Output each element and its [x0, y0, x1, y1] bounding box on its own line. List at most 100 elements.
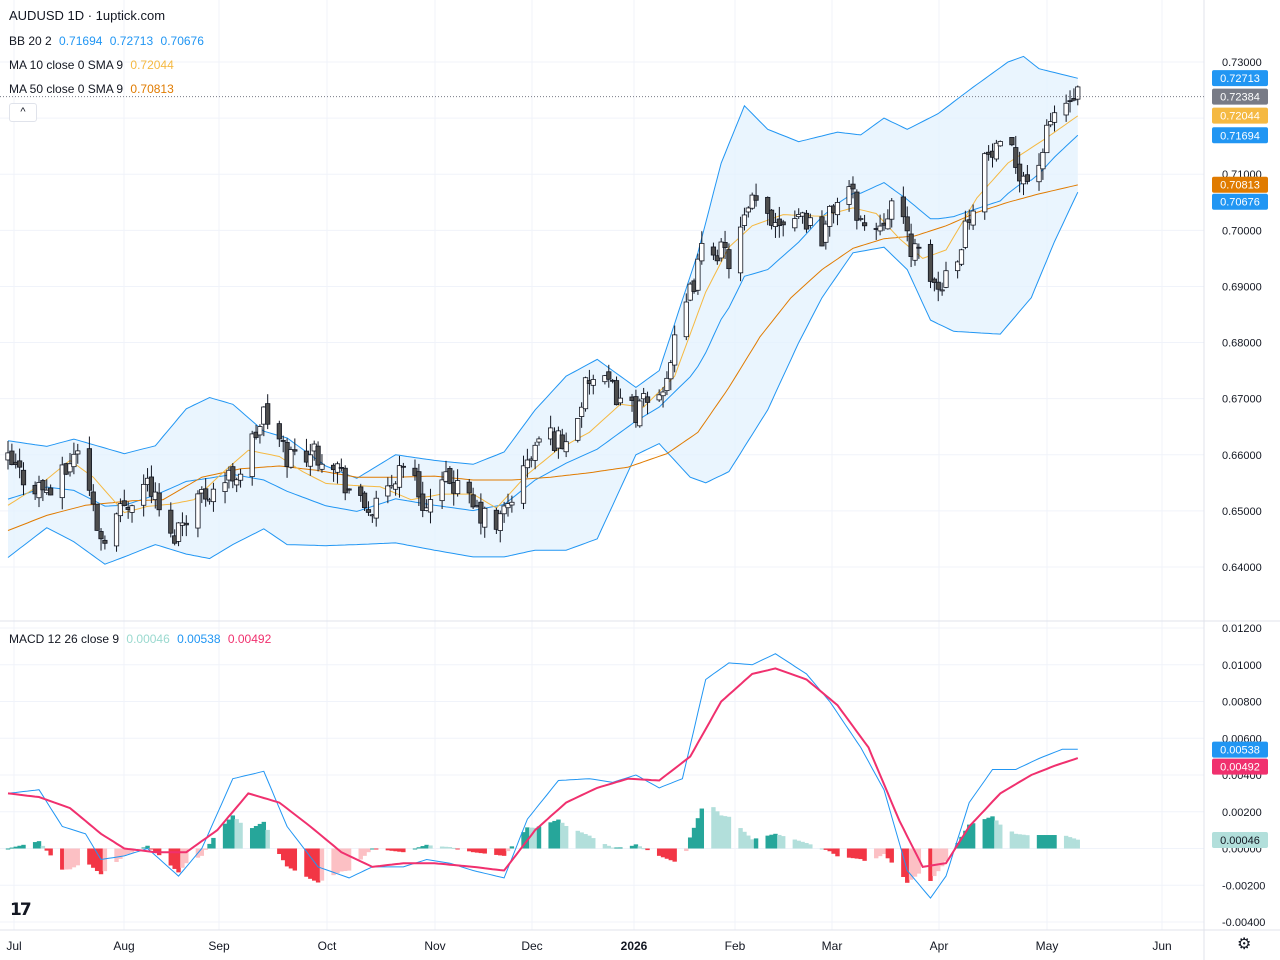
legend-bb-upper: 0.72713: [109, 34, 154, 48]
candle: [94, 503, 100, 531]
candle: [579, 402, 585, 428]
candle: [257, 424, 263, 444]
candle: [358, 483, 364, 502]
macd-tick-label: -0.00400: [1222, 917, 1265, 929]
legend-ma50[interactable]: MA 50 close 0 SMA 9 0.70813: [9, 82, 178, 96]
histogram-bar: [401, 848, 406, 853]
candle: [660, 387, 666, 408]
candle: [970, 204, 976, 230]
candle: [1013, 135, 1019, 174]
histogram-bar: [1036, 835, 1042, 849]
price-tick-label: 0.67000: [1222, 394, 1262, 406]
histogram-bar: [804, 842, 809, 849]
macd-tag-bg: [1212, 832, 1268, 849]
histogram-bar: [40, 845, 46, 849]
legend-ma10[interactable]: MA 10 close 0 SMA 9 0.72044: [9, 58, 178, 72]
histogram-bar: [478, 848, 484, 854]
histogram-bar: [1021, 834, 1026, 849]
histogram-bar: [718, 815, 724, 849]
candle: [939, 282, 945, 296]
histogram-bar: [943, 848, 949, 862]
ma10-line: [7, 115, 1079, 514]
candle-body: [955, 261, 961, 272]
histogram-bar: [656, 848, 662, 856]
candle-body: [203, 488, 209, 500]
candle: [249, 430, 255, 486]
histogram-bar: [48, 848, 53, 856]
candle-body: [1051, 112, 1058, 123]
candle-body: [280, 440, 286, 442]
histogram-bar: [474, 848, 480, 853]
candle: [148, 465, 155, 504]
histogram-bar: [610, 847, 615, 849]
candle-body: [850, 183, 856, 190]
candle-body: [361, 492, 368, 509]
histogram-bar: [986, 817, 991, 849]
candle: [695, 253, 701, 295]
candle-body: [749, 194, 755, 209]
settings-gear-icon[interactable]: ⚙: [1237, 936, 1252, 953]
legend-macd-signal: 0.00492: [227, 632, 272, 646]
candle: [858, 215, 864, 222]
histogram-bar: [94, 848, 100, 872]
candle-body: [249, 433, 255, 478]
histogram-bar: [366, 848, 371, 853]
candle-body: [396, 465, 403, 488]
histogram-bar: [451, 847, 456, 849]
histogram-bar: [982, 819, 987, 849]
candle: [439, 471, 445, 509]
candle: [75, 443, 81, 464]
candle-body: [939, 289, 945, 292]
collapse-legend-button[interactable]: ^: [9, 103, 37, 122]
price-tag: 0.72044: [1212, 107, 1268, 124]
histogram-bar: [358, 848, 363, 860]
legend-macd[interactable]: MACD 12 26 close 9 0.00046 0.00538 0.004…: [9, 632, 275, 646]
price-tick-label: 0.68000: [1222, 338, 1262, 350]
histogram-bar: [331, 848, 336, 876]
histogram-bar: [936, 848, 941, 872]
candle: [265, 394, 271, 430]
candle: [982, 152, 988, 220]
candle: [877, 214, 883, 236]
candle: [365, 501, 372, 516]
candle: [687, 281, 693, 302]
candle: [90, 484, 96, 512]
candle-body: [962, 220, 968, 248]
candle: [582, 376, 589, 412]
candle: [113, 512, 120, 552]
legend-bb-label: BB 20 2: [9, 34, 52, 48]
histogram-bar: [889, 848, 894, 863]
macd-histogram: [5, 807, 1080, 883]
candle-body: [1067, 100, 1073, 103]
candle: [342, 465, 348, 501]
candle-body: [17, 460, 23, 468]
histogram-bar: [901, 848, 906, 877]
candle-body: [900, 196, 906, 218]
tradingview-logo-icon[interactable]: 17: [10, 900, 32, 920]
histogram-bar: [222, 823, 228, 849]
candle: [210, 482, 217, 512]
candle-body: [102, 539, 108, 544]
candle-body: [780, 221, 786, 226]
histogram-bar: [796, 840, 801, 849]
histogram-bar: [509, 846, 515, 849]
histogram-bar: [211, 837, 216, 849]
macd-tag: 0.00492: [1212, 758, 1268, 775]
candle: [203, 478, 209, 507]
candle: [617, 388, 624, 406]
candle-body: [858, 218, 864, 220]
legend-bb[interactable]: BB 20 2 0.71694 0.72713 0.70676: [9, 34, 208, 48]
histogram-bar: [877, 848, 883, 857]
histogram-bar: [261, 821, 267, 849]
candle: [71, 442, 77, 475]
candle: [861, 214, 868, 231]
candle-body: [9, 450, 15, 466]
candle-body: [75, 450, 81, 455]
price-tag-label: 0.70676: [1220, 197, 1260, 209]
time-tick-label: Feb: [725, 939, 746, 953]
histogram-bar: [637, 846, 642, 849]
histogram-bar: [370, 848, 375, 850]
candle: [997, 140, 1003, 147]
macd-tag-label: 0.00538: [1220, 745, 1260, 757]
